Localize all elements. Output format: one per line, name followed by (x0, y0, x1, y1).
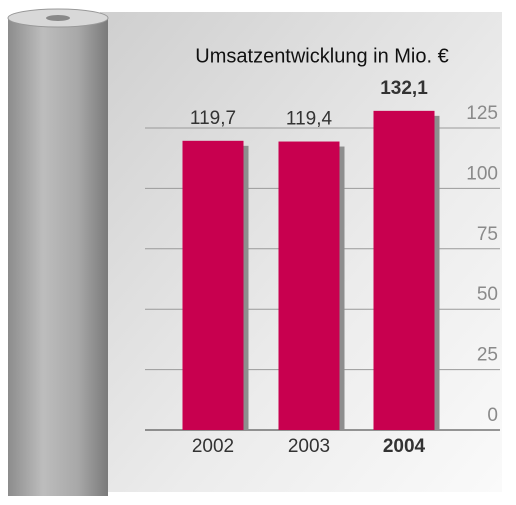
y-tick-label: 75 (477, 224, 498, 245)
bar (279, 142, 340, 430)
roll-core (46, 15, 70, 21)
chart-title: Umsatzentwicklung in Mio. € (195, 45, 448, 67)
bar (183, 141, 244, 430)
x-tick-label: 2004 (383, 436, 426, 457)
paper-roll (8, 18, 108, 496)
y-tick-label: 125 (466, 103, 498, 124)
y-tick-label: 25 (477, 345, 498, 366)
y-tick-label: 50 (477, 284, 498, 305)
x-tick-label: 2002 (192, 436, 234, 457)
chart: Umsatzentwicklung in Mio. € 0 25 50 75 100 12… (0, 0, 516, 505)
y-tick-label: 0 (487, 405, 498, 426)
bar (374, 111, 435, 430)
value-label: 132,1 (380, 78, 428, 99)
x-tick-label: 2003 (288, 436, 330, 457)
value-label: 119,4 (286, 109, 333, 130)
y-tick-label: 100 (466, 163, 498, 184)
value-label: 119,7 (190, 108, 236, 129)
